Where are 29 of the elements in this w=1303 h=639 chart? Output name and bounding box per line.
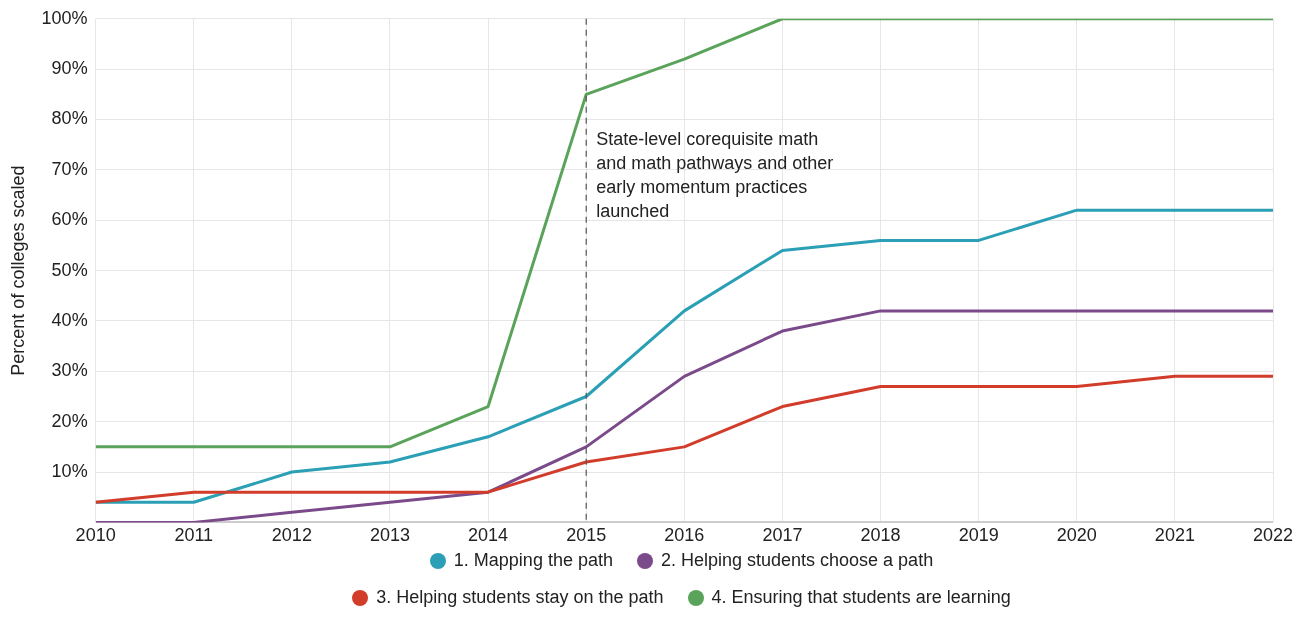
x-tick-label: 2017 (762, 525, 803, 546)
legend-label: 1. Mapping the path (453, 550, 613, 571)
y-tick-label: 50% (51, 259, 88, 280)
x-tick-label: 2011 (174, 525, 214, 546)
y-tick-label: 30% (51, 360, 88, 381)
ref-line-label: State-level corequisite math and math pathways and other early momentum practices launched (596, 128, 834, 221)
legend-label: 4. Ensuring that students are learning (711, 587, 1011, 608)
x-tick-label: 2014 (468, 525, 509, 546)
x-tick-label: 2022 (1252, 525, 1294, 546)
y-tick-label: 100% (41, 7, 88, 28)
y-tick-label: 80% (51, 108, 88, 129)
y-axis-title: Percent of colleges scaled (7, 165, 28, 376)
x-tick-label: 2018 (860, 525, 901, 546)
y-tick-label: 10% (51, 461, 88, 482)
y-tick-label: 70% (51, 158, 88, 179)
y-tick-label: 90% (51, 58, 88, 79)
x-tick-label: 2019 (958, 525, 999, 546)
y-tick-label: 60% (51, 209, 88, 230)
y-tick-label: 20% (51, 410, 88, 431)
legend-label: 2. Helping students choose a path (660, 550, 934, 571)
x-tick-label: 2015 (566, 525, 607, 546)
x-tick-label: 2012 (271, 525, 312, 546)
x-tick-label: 2010 (75, 525, 116, 546)
x-tick-label: 2016 (664, 525, 705, 546)
x-tick-label: 2020 (1056, 525, 1097, 546)
x-tick-label: 2021 (1154, 525, 1195, 546)
legend-label: 3. Helping students stay on the path (376, 587, 664, 608)
y-tick-label: 40% (51, 309, 88, 330)
x-tick-label: 2013 (369, 525, 410, 546)
